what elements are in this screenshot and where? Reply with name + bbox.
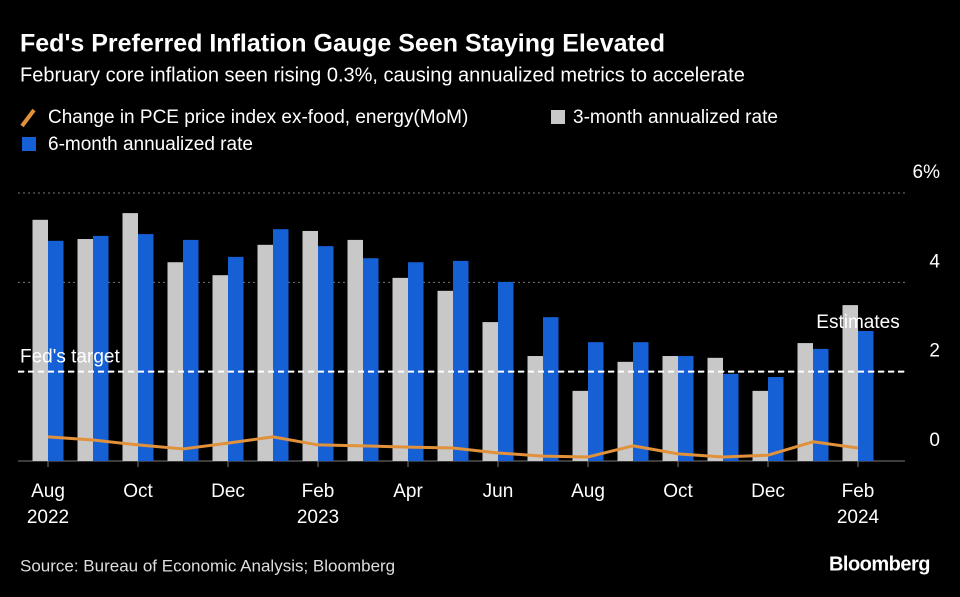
bar bbox=[167, 262, 183, 461]
bar bbox=[678, 356, 694, 461]
line-series bbox=[47, 435, 859, 459]
bar bbox=[273, 229, 289, 461]
bar bbox=[617, 361, 633, 461]
y-tick-label: 0 bbox=[929, 430, 940, 451]
legend-swatch bbox=[551, 110, 565, 124]
target-label: Fed's target bbox=[20, 347, 120, 368]
bar bbox=[662, 356, 678, 461]
bar bbox=[498, 281, 514, 461]
x-tick-label: Apr bbox=[393, 481, 423, 502]
x-tick-label: Aug bbox=[31, 481, 65, 502]
bar bbox=[392, 277, 408, 461]
chart-title: Fed's Preferred Inflation Gauge Seen Sta… bbox=[20, 30, 665, 58]
y-tick-label: 2 bbox=[929, 341, 940, 362]
x-year-label: 2024 bbox=[837, 507, 880, 528]
bar bbox=[842, 305, 858, 461]
legend-swatch bbox=[22, 137, 36, 151]
brand-logo: Bloomberg bbox=[829, 553, 930, 575]
x-tick-label: Jun bbox=[483, 481, 514, 502]
bar bbox=[633, 342, 649, 461]
legend-label: 3-month annualized rate bbox=[573, 107, 778, 128]
x-tick-label: Dec bbox=[211, 481, 245, 502]
legend-swatch bbox=[20, 108, 36, 128]
bar bbox=[302, 230, 318, 461]
legend-label: Change in PCE price index ex-food, energ… bbox=[48, 107, 468, 128]
bar bbox=[752, 390, 768, 461]
bar bbox=[813, 348, 829, 461]
bar bbox=[32, 219, 48, 461]
bar bbox=[48, 240, 64, 461]
x-year-label: 2022 bbox=[27, 507, 69, 528]
bar bbox=[93, 235, 109, 461]
bar bbox=[122, 213, 138, 461]
bar bbox=[363, 258, 379, 461]
bar bbox=[318, 246, 334, 461]
bar bbox=[77, 239, 93, 461]
bar bbox=[858, 331, 874, 461]
legend-label: 6-month annualized rate bbox=[48, 134, 253, 155]
x-tick-label: Oct bbox=[123, 481, 153, 502]
bar bbox=[138, 234, 154, 461]
x-tick-label: Feb bbox=[302, 481, 335, 502]
bar bbox=[588, 342, 604, 461]
bar bbox=[347, 239, 363, 461]
y-tick-label: 4 bbox=[929, 251, 940, 272]
bar bbox=[482, 322, 498, 461]
x-tick-label: Oct bbox=[663, 481, 693, 502]
x-tick-label: Dec bbox=[751, 481, 785, 502]
y-tick-label: 6% bbox=[913, 162, 941, 183]
bar bbox=[183, 239, 199, 461]
bar bbox=[543, 317, 559, 461]
x-tick-label: Aug bbox=[571, 481, 605, 502]
bar bbox=[257, 244, 273, 461]
bar bbox=[408, 262, 424, 461]
bar bbox=[768, 377, 784, 461]
bar bbox=[572, 390, 588, 461]
bar bbox=[228, 256, 244, 461]
bar bbox=[723, 373, 739, 461]
annotation: Estimates bbox=[816, 312, 899, 333]
source-note: Source: Bureau of Economic Analysis; Blo… bbox=[20, 556, 395, 575]
bar bbox=[707, 357, 723, 461]
chart-subtitle: February core inflation seen rising 0.3%… bbox=[20, 64, 745, 86]
bar bbox=[527, 356, 543, 461]
x-year-label: 2023 bbox=[297, 507, 339, 528]
bar bbox=[437, 290, 453, 461]
x-tick-label: Feb bbox=[842, 481, 875, 502]
bar bbox=[453, 260, 469, 461]
bar bbox=[212, 275, 228, 461]
